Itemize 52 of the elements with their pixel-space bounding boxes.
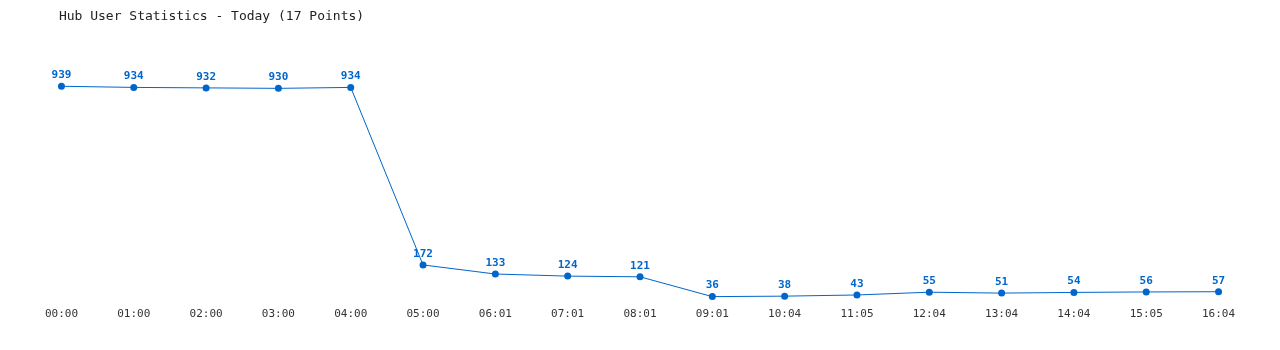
x-tick-label: 09:01 (695, 307, 729, 320)
point (274, 84, 282, 92)
point (925, 288, 933, 296)
x-tick-label: 07:01 (551, 307, 585, 320)
x-tick-label: 08:01 (623, 307, 657, 320)
point (564, 272, 572, 280)
point (130, 83, 138, 91)
point (636, 273, 644, 281)
point (781, 292, 789, 300)
x-tick-label: 00:00 (44, 307, 79, 320)
x-tick-label: 05:00 (406, 307, 440, 320)
x-tick-label: 03:00 (261, 307, 295, 320)
data-label: 56 (1139, 273, 1154, 287)
data-label: 36 (705, 278, 720, 292)
point (1142, 288, 1150, 296)
point (491, 270, 499, 278)
data-label: 172 (413, 246, 433, 260)
data-label: 939 (51, 68, 72, 82)
data-label: 54 (1067, 274, 1081, 288)
x-tick-label: 11:05 (840, 307, 874, 320)
x-tick-label: 04:00 (334, 307, 368, 320)
x-tick-label: 06:01 (478, 307, 512, 320)
data-label: 124 (557, 257, 578, 271)
x-tick-label: 02:00 (189, 307, 223, 320)
data-label: 934 (123, 69, 145, 83)
x-tick-label: 12:04 (912, 307, 947, 320)
point (202, 84, 210, 92)
point (1070, 288, 1078, 296)
x-tick-label: 15:05 (1129, 307, 1163, 320)
point (1215, 288, 1223, 296)
x-tick-label: 01:00 (117, 307, 151, 320)
x-tick-label: 13:04 (985, 307, 1019, 320)
chart-title: Hub User Statistics - Today (17 Points) (58, 7, 365, 23)
data-label: 38 (778, 278, 792, 292)
point (57, 82, 65, 90)
x-tick-label: 16:04 (1201, 307, 1236, 320)
data-label: 121 (630, 258, 651, 272)
data-label: 932 (196, 69, 217, 83)
point (853, 291, 861, 299)
point (347, 83, 355, 91)
data-label: 57 (1211, 273, 1226, 287)
data-label: 55 (922, 274, 936, 288)
point (998, 289, 1006, 297)
data-label: 133 (485, 255, 506, 269)
point (419, 261, 427, 269)
x-tick-label: 10:04 (768, 307, 802, 320)
data-label: 43 (850, 276, 864, 290)
data-label: 930 (268, 70, 289, 84)
x-tick-label: 14:04 (1057, 307, 1091, 320)
point (708, 293, 716, 301)
data-label: 51 (994, 274, 1009, 288)
data-label: 934 (340, 69, 362, 83)
